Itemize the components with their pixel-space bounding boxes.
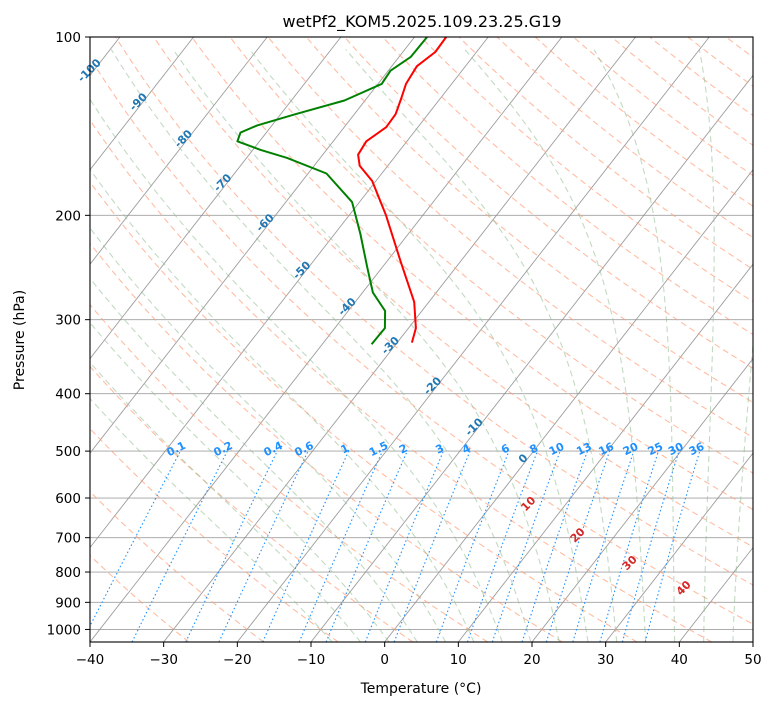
y-tick-label: 1000: [47, 622, 81, 638]
sounding-profiles: [236, 37, 448, 345]
y-tick-label: 100: [55, 30, 81, 46]
dewpoint-profile: [236, 37, 428, 345]
dry-adiabat-line: [229, 37, 753, 474]
mixing-ratio-line: [325, 450, 408, 642]
moist-adiabat-line: [90, 168, 475, 642]
x-tick-label: 10: [450, 652, 467, 668]
mixing-ratio-line: [621, 450, 680, 642]
plot-frame: [89, 36, 754, 643]
dry-adiabat-line: [90, 427, 339, 642]
dry-adiabat-line: [305, 37, 753, 404]
y-tick-label: 200: [55, 208, 81, 224]
background-lines: [90, 37, 753, 642]
dry-adiabat-line: [90, 180, 638, 642]
mixing-ratio-line: [218, 450, 309, 642]
dry-adiabat-line: [90, 365, 414, 642]
dry-adiabat-line: [611, 37, 753, 146]
dry-adiabat-line: [90, 56, 753, 625]
isotherm-line: [310, 74, 753, 642]
plot-area: 0.1 0.2 0.4 0.6 1 1.5 2 3 4 6 8 10 13 16 20 25 30 36-100-…: [75, 37, 753, 642]
x-tick-label: −40: [76, 652, 105, 668]
mixing-ratio-line: [262, 450, 350, 642]
dry-adiabat-line: [344, 37, 753, 369]
isotherm-line: [90, 37, 194, 171]
x-tick-label: −30: [149, 652, 178, 668]
isotherm-line: [531, 357, 753, 642]
isotherm-line: [457, 263, 753, 642]
moist-adiabat-line: [90, 98, 503, 642]
dry-adiabat-line: [90, 242, 563, 642]
moist-adiabat-line: [90, 277, 418, 642]
mixing-ratio-line: [185, 450, 278, 642]
dry-adiabat-line: [115, 37, 753, 586]
isotherm-line: [90, 37, 489, 549]
x-tick-label: 30: [597, 652, 614, 668]
x-tick-label: −20: [223, 652, 252, 668]
axes: −40 −30 −20 −10 0 10 20 30 40 50 100 200 300 400 500 60…: [47, 30, 762, 668]
mixing-ratio-label: 30: [666, 440, 686, 459]
moist-adiabat-line: [249, 49, 589, 642]
mixing-ratio-label: 16: [597, 440, 617, 459]
moist-adiabat-line: [110, 49, 532, 642]
moist-adiabat-line: [593, 49, 676, 642]
dry-adiabat-line: [420, 37, 753, 303]
dry-adiabat-line: [153, 37, 753, 548]
dry-adiabat-line: [382, 37, 753, 336]
mixing-ratio-line: [491, 450, 561, 642]
moist-adiabat-line: [345, 49, 618, 642]
moist-adiabat-line: [732, 338, 753, 642]
mixing-ratio-line: [545, 450, 611, 642]
mixing-ratio-line: [298, 450, 383, 642]
x-tick-label: 20: [523, 652, 540, 668]
isotherm-line: [163, 37, 636, 642]
isotherm-line: [605, 452, 753, 642]
moist-adiabat-line: [90, 227, 447, 642]
x-axis-label: Temperature (°C): [360, 681, 482, 697]
mixing-ratio-line: [572, 450, 635, 642]
x-tick-label: −10: [297, 652, 326, 668]
x-tick-label: 40: [671, 652, 688, 668]
moist-adiabat-line: [90, 361, 362, 642]
y-tick-label: 400: [55, 387, 81, 403]
moist-adiabat-line: [698, 49, 715, 642]
y-tick-label: 600: [55, 491, 81, 507]
x-tick-label: 50: [744, 652, 761, 668]
temperature-profile: [357, 37, 448, 343]
x-tick-label: 0: [380, 652, 389, 668]
isotherm-line: [90, 37, 268, 265]
dry-adiabat-line: [267, 37, 753, 438]
mixing-ratio-label: 36: [687, 440, 707, 459]
mixing-ratio-line: [521, 450, 589, 642]
mixing-ratio-line: [466, 450, 538, 642]
moist-adiabat-line: [90, 321, 390, 642]
mixing-ratio-label: 25: [646, 440, 665, 458]
moist-adiabat-line: [464, 49, 647, 642]
dry-adiabat-line: [458, 37, 753, 271]
mixing-ratio-label: 20: [621, 440, 641, 459]
mixing-ratio-line: [599, 450, 660, 642]
isotherm-line: [236, 37, 710, 642]
isotherm-line: [90, 37, 415, 454]
isotherm-line: [384, 169, 753, 642]
isotherm-line: [90, 37, 563, 642]
mixing-ratio-label: 13: [574, 440, 593, 458]
y-tick-label: 800: [55, 565, 81, 581]
mixing-ratio-label: 10: [547, 440, 567, 459]
y-tick-label: 300: [55, 313, 81, 329]
moist-adiabat-line: [172, 49, 560, 642]
y-tick-label: 500: [55, 444, 81, 460]
mixing-ratio-line: [644, 450, 701, 642]
chart-title: wetPf2_KOM5.2025.109.23.25.G19: [282, 12, 561, 32]
y-axis-label: Pressure (hPa): [12, 290, 28, 390]
y-tick-label: 700: [55, 531, 81, 547]
y-tick-label: 900: [55, 595, 81, 611]
